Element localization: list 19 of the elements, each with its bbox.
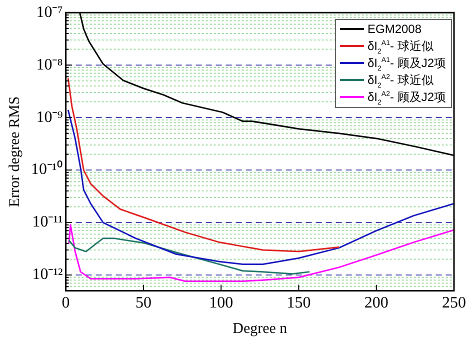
legend-label: δI$_{2}$$^{A2}$- 顾及J2项 [368,88,446,106]
x-axis-title: Degree n [232,320,288,337]
legend-label: δI$_{2}$$^{A2}$- 球近似 [368,72,434,89]
x-tick-label: 100 [209,294,234,312]
x-tick-label: 200 [364,294,388,312]
x-tick-label: 250 [442,294,466,312]
y-tick-label: 10⁻¹² [32,266,63,284]
x-tick-label: 150 [286,294,311,312]
legend-label: δI$_{2}$$^{A1}$- 顾及J2项 [368,54,446,72]
y-axis-title: Error degree RMS [6,96,23,208]
x-tick-label: 50 [135,294,152,312]
y-tick-label: 10⁻⁹ [36,108,64,126]
y-tick-label: 10⁻⁸ [36,56,63,74]
y-tick-label: 10⁻¹⁰ [31,160,63,178]
legend-label: δI$_{2}$$^{A1}$- 球近似 [368,38,434,55]
legend-label: EGM2008 [368,20,422,38]
x-tick-label: 0 [62,294,70,312]
y-tick-label: 10⁻⁷ [36,4,63,21]
y-tick-label: 10⁻¹¹ [32,214,63,231]
